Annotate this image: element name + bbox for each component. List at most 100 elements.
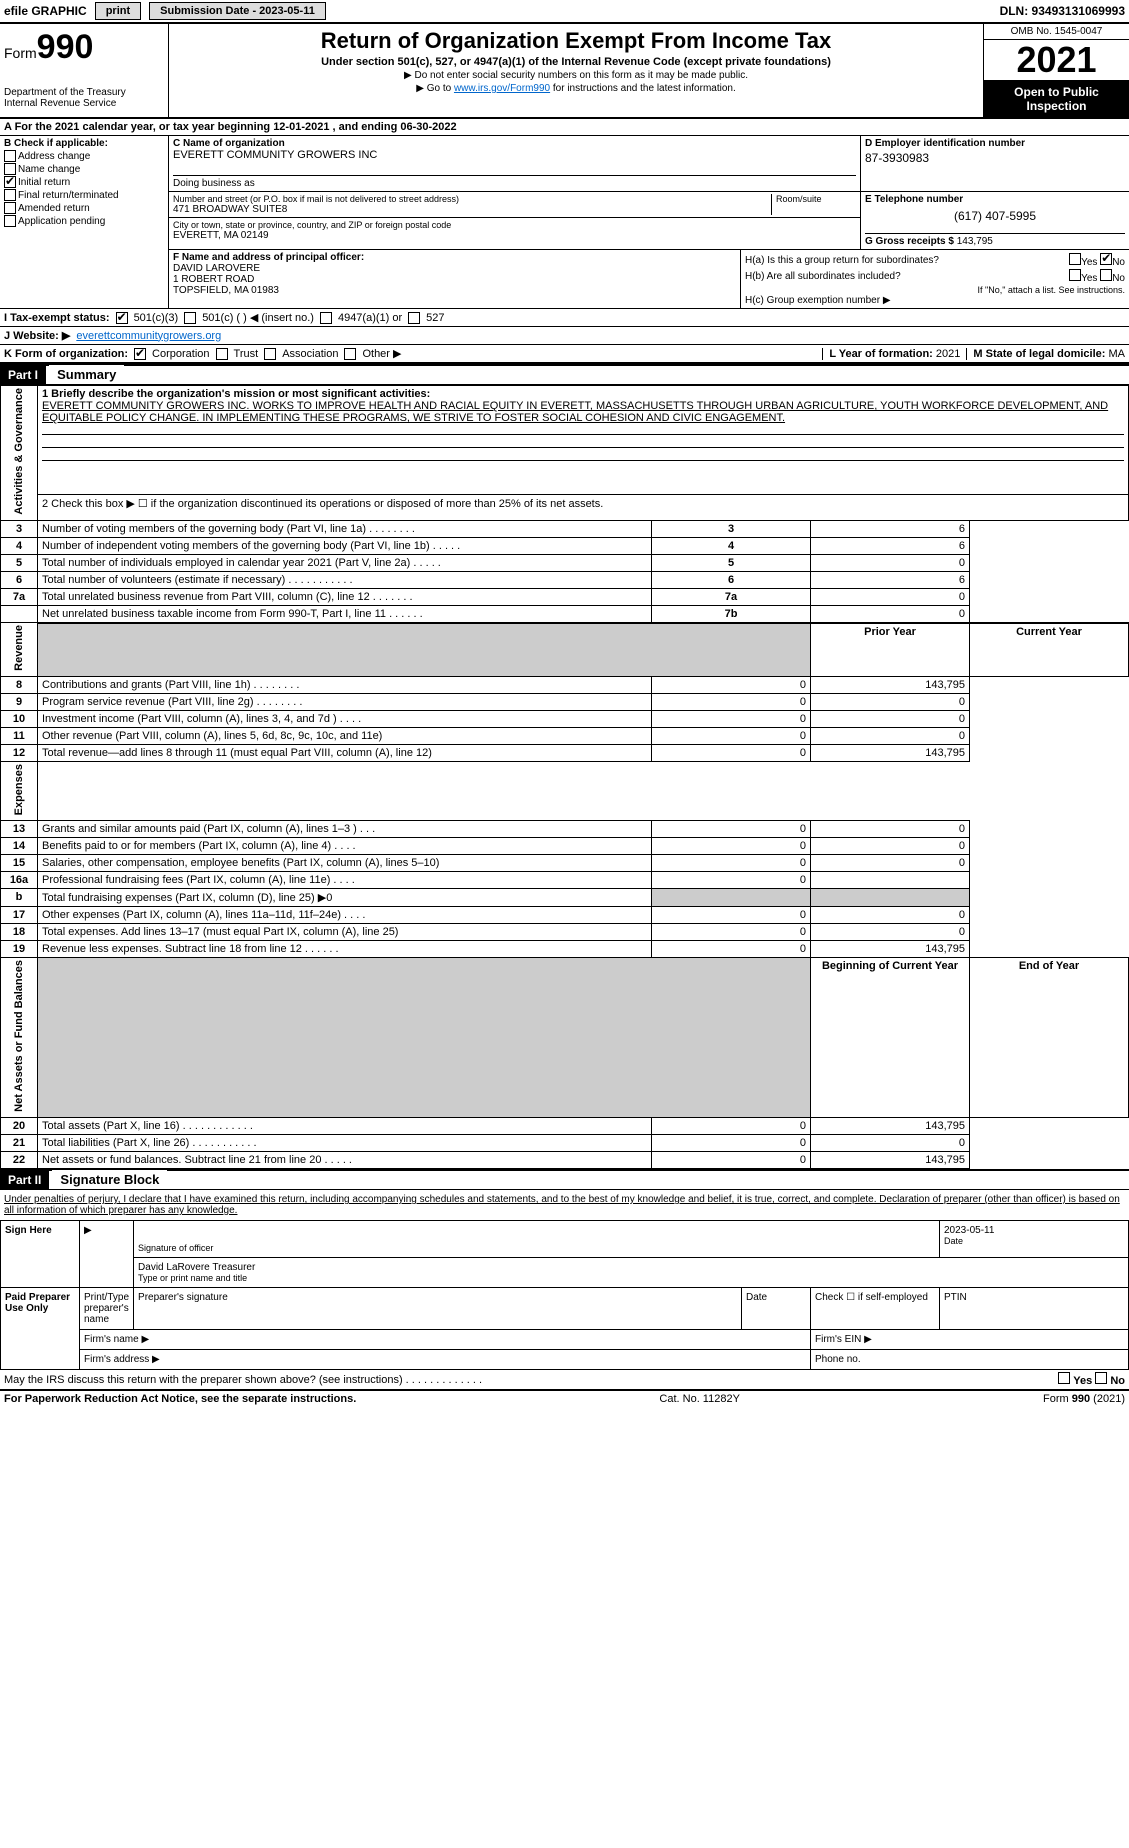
top-bar: efile GRAPHIC print Submission Date - 20… (0, 0, 1129, 24)
g-label: G Gross receipts $ (865, 236, 954, 247)
print-button[interactable]: print (95, 2, 141, 20)
ha-yes-checkbox[interactable] (1069, 253, 1081, 265)
sig-date: 2023-05-11 (944, 1225, 1124, 1236)
501c3-checkbox[interactable] (116, 312, 128, 324)
colb-item: Final return/terminated (4, 189, 164, 201)
row-box: 7b (652, 605, 811, 623)
hb-no-checkbox[interactable] (1100, 269, 1112, 281)
trust-checkbox[interactable] (216, 348, 228, 360)
form-header: Form990 Department of the Treasury Inter… (0, 24, 1129, 119)
d-ein-box: D Employer identification number 87-3930… (861, 136, 1129, 191)
row-text: Net assets or fund balances. Subtract li… (38, 1152, 652, 1169)
form-label: Form (4, 45, 37, 61)
row-num: 16a (1, 872, 38, 889)
colb-item: Application pending (4, 215, 164, 227)
end-year-header: End of Year (970, 958, 1129, 1118)
officer-printed-name: David LaRovere Treasurer (138, 1262, 1124, 1273)
side-governance: Activities & Governance (13, 388, 25, 515)
row-num: 12 (1, 744, 38, 761)
row-val: 0 (811, 605, 970, 623)
colb-item: Name change (4, 163, 164, 175)
street-address: 471 BROADWAY SUITE8 (173, 204, 771, 215)
officer-name: DAVID LAROVERE (173, 263, 736, 274)
begin-year-header: Beginning of Current Year (811, 958, 970, 1118)
discuss-no-checkbox[interactable] (1095, 1372, 1107, 1384)
irs-label: Internal Revenue Service (4, 98, 164, 109)
row-text: Salaries, other compensation, employee b… (38, 855, 652, 872)
prior-val: 0 (652, 676, 811, 693)
current-year-header: Current Year (970, 623, 1129, 677)
row-num: 4 (1, 537, 38, 554)
irs-link[interactable]: www.irs.gov/Form990 (454, 83, 550, 94)
current-val: 143,795 (811, 744, 970, 761)
period-row: A For the 2021 calendar year, or tax yea… (0, 119, 1129, 136)
officer-addr1: 1 ROBERT ROAD (173, 274, 736, 285)
website-link[interactable]: everettcommunitygrowers.org (76, 330, 221, 342)
row-text: Net unrelated business taxable income fr… (38, 605, 652, 623)
hb-label: H(b) Are all subordinates included? (745, 271, 901, 282)
line2: 2 Check this box ▶ ☐ if the organization… (38, 495, 1129, 520)
row-num: 15 (1, 855, 38, 872)
form-title: Return of Organization Exempt From Incom… (175, 28, 977, 54)
ha-no-checkbox[interactable] (1100, 253, 1112, 265)
current-val: 0 (811, 693, 970, 710)
row-text: Investment income (Part VIII, column (A)… (38, 710, 652, 727)
h-group-box: H(a) Is this a group return for subordin… (741, 250, 1129, 308)
f-officer-box: F Name and address of principal officer:… (169, 250, 741, 308)
prior-val: 0 (652, 838, 811, 855)
e-phone-box: E Telephone number (617) 407-5995 G Gros… (861, 192, 1129, 249)
sig-officer-label: Signature of officer (138, 1243, 935, 1253)
hb-note: If "No," attach a list. See instructions… (745, 285, 1125, 295)
room-label: Room/suite (771, 194, 856, 215)
colb-checkbox[interactable] (4, 202, 16, 214)
4947-checkbox[interactable] (320, 312, 332, 324)
row-text: Benefits paid to or for members (Part IX… (38, 838, 652, 855)
corp-checkbox[interactable] (134, 348, 146, 360)
prior-val: 0 (652, 821, 811, 838)
row-val: 0 (811, 588, 970, 605)
hc-label: H(c) Group exemption number ▶ (745, 295, 1125, 306)
row-num: 11 (1, 727, 38, 744)
current-val: 0 (811, 855, 970, 872)
current-val: 143,795 (811, 676, 970, 693)
row-text: Revenue less expenses. Subtract line 18 … (38, 941, 652, 958)
prior-val: 0 (652, 855, 811, 872)
current-val: 0 (811, 924, 970, 941)
year-formation: 2021 (936, 348, 960, 360)
city-value: EVERETT, MA 02149 (173, 230, 856, 241)
row-val: 6 (811, 571, 970, 588)
current-val (811, 872, 970, 889)
submission-date-button[interactable]: Submission Date - 2023-05-11 (149, 2, 326, 20)
501c-checkbox[interactable] (184, 312, 196, 324)
arrow-icon: ▶ (80, 1221, 134, 1288)
inspection-label: Open to Public Inspection (984, 81, 1129, 117)
end-val: 143,795 (811, 1152, 970, 1169)
side-expenses: Expenses (13, 764, 25, 815)
row-num: 13 (1, 821, 38, 838)
colb-checkbox[interactable] (4, 215, 16, 227)
hb-yes-checkbox[interactable] (1069, 269, 1081, 281)
phone-label: Phone no. (811, 1350, 1129, 1370)
current-val: 0 (811, 907, 970, 924)
colb-checkbox[interactable] (4, 176, 16, 188)
assoc-checkbox[interactable] (264, 348, 276, 360)
begin-val: 0 (652, 1135, 811, 1152)
discuss-yes-checkbox[interactable] (1058, 1372, 1070, 1384)
line1-label: 1 Briefly describe the organization's mi… (42, 388, 430, 400)
row-text: Total fundraising expenses (Part IX, col… (38, 889, 652, 907)
footer-mid: Cat. No. 11282Y (659, 1393, 740, 1405)
dept-label: Department of the Treasury (4, 87, 164, 98)
row-text: Program service revenue (Part VIII, line… (38, 693, 652, 710)
begin-val: 0 (652, 1118, 811, 1135)
row-text: Total assets (Part X, line 16) . . . . .… (38, 1118, 652, 1135)
gross-receipts: 143,795 (957, 236, 993, 247)
row-text: Grants and similar amounts paid (Part IX… (38, 821, 652, 838)
type-name-label: Type or print name and title (138, 1273, 1124, 1283)
discuss-row: May the IRS discuss this return with the… (0, 1370, 1129, 1390)
colb-checkbox[interactable] (4, 150, 16, 162)
current-val (811, 889, 970, 907)
colb-checkbox[interactable] (4, 189, 16, 201)
other-checkbox[interactable] (344, 348, 356, 360)
footer: For Paperwork Reduction Act Notice, see … (0, 1390, 1129, 1407)
527-checkbox[interactable] (408, 312, 420, 324)
